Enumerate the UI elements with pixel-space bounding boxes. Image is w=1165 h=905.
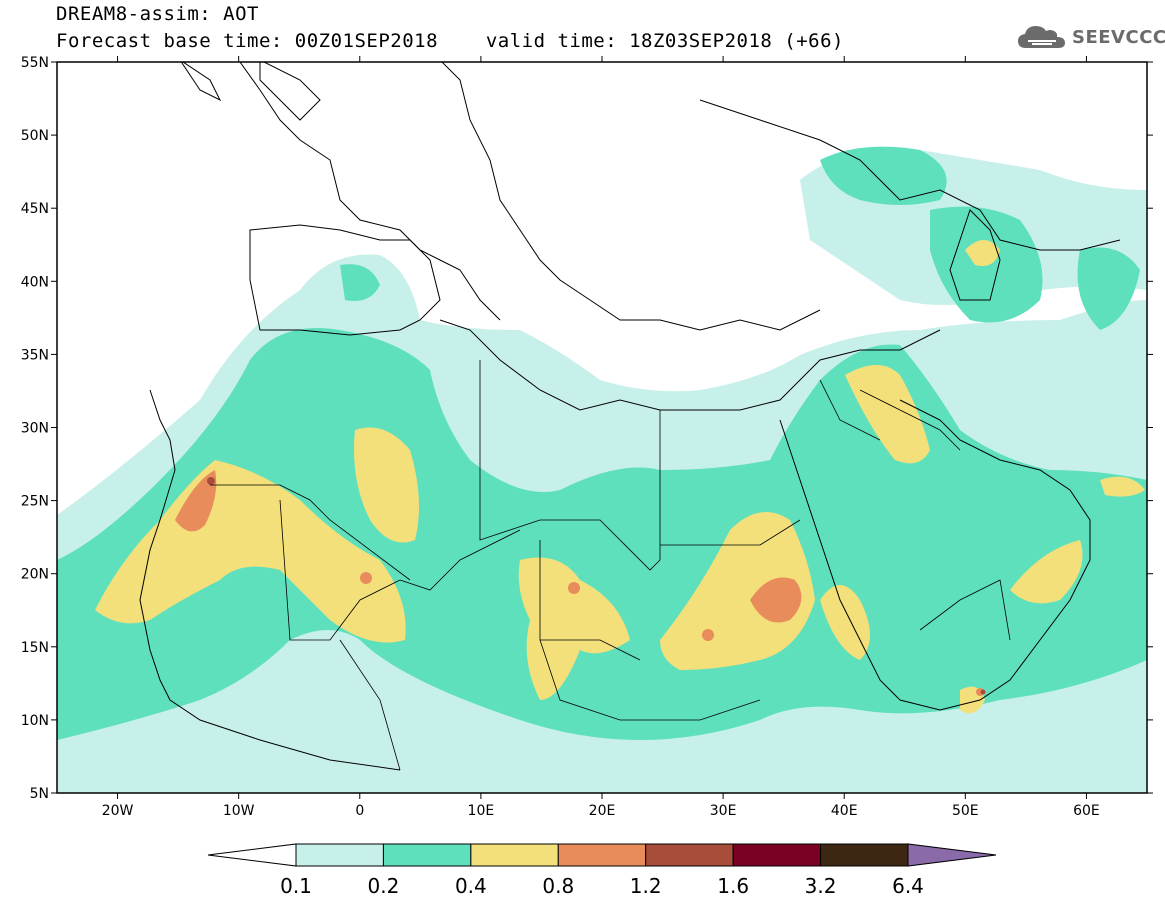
lat-tick-label: 40N (21, 274, 49, 290)
colorbar-segment (557, 843, 647, 867)
colorbar-label: 3.2 (805, 874, 837, 898)
longitude-axis: 20W 10W 0 10E 20E 30E 40E 50E 60E (102, 56, 1100, 819)
colorbar-label: 0.4 (455, 874, 487, 898)
cloud-logo-icon (1018, 26, 1065, 48)
logo-text: SEEVCCC (1072, 26, 1165, 48)
colorbar-label: 0.8 (542, 874, 574, 898)
aot-field (57, 146, 1147, 793)
colorbar-over-arrow (907, 843, 997, 867)
time-info: Forecast base time: 00Z01SEP2018 valid t… (56, 30, 844, 52)
lon-tick-label: 20E (589, 803, 616, 819)
lat-tick-label: 15N (21, 640, 49, 656)
colorbar-label: 0.1 (280, 874, 312, 898)
map-title: DREAM8-assim: AOT (56, 3, 259, 25)
lon-tick-label: 10W (223, 803, 255, 819)
lat-tick-label: 25N (21, 494, 49, 510)
colorbar-label: 1.2 (630, 874, 662, 898)
lat-tick-label: 35N (21, 347, 49, 363)
colorbar-label: 6.4 (892, 874, 924, 898)
latitude-axis: 55N 50N 45N 40N 35N 30N 25N 20N 15N 10N 5N (21, 55, 1153, 802)
colorbar-label: 0.2 (368, 874, 400, 898)
colorbar-segment (732, 843, 822, 867)
aot-band-1.2 (207, 477, 986, 695)
colorbar-segment (470, 843, 559, 867)
lat-tick-label: 5N (30, 786, 49, 802)
colorbar-segment (382, 843, 472, 867)
lat-tick-label: 55N (21, 55, 49, 71)
aot-band-0.8 (175, 470, 984, 696)
lat-tick-label: 30N (21, 421, 49, 437)
lon-tick-label: 30E (710, 803, 737, 819)
lat-tick-label: 50N (21, 128, 49, 144)
lon-tick-label: 20W (102, 803, 134, 819)
colorbar-segment (295, 843, 384, 867)
lon-tick-label: 60E (1073, 803, 1100, 819)
colorbar-segment (645, 843, 734, 867)
colorbar-label: 1.6 (717, 874, 749, 898)
coastlines (139, 62, 1121, 771)
country-borders (210, 360, 1011, 771)
forecast-base-time: Forecast base time: 00Z01SEP2018 (56, 30, 439, 52)
lat-tick-label: 45N (21, 201, 49, 217)
colorbar-segment (820, 843, 909, 867)
lon-tick-label: 10E (468, 803, 495, 819)
valid-time: valid time: 18Z03SEP2018 (+66) (485, 30, 844, 52)
aot-band-0.4 (95, 240, 1145, 714)
colorbar-under-arrow (207, 843, 297, 867)
lat-tick-label: 10N (21, 713, 49, 729)
lon-tick-label: 40E (831, 803, 858, 819)
seevccc-logo: SEEVCCC (1016, 22, 1165, 52)
lon-tick-label: 0 (355, 803, 364, 819)
lat-tick-label: 20N (21, 567, 49, 583)
colorbar: 0.1 0.2 0.4 0.8 1.2 1.6 3.2 6.4 (207, 843, 997, 898)
lon-tick-label: 50E (952, 803, 979, 819)
